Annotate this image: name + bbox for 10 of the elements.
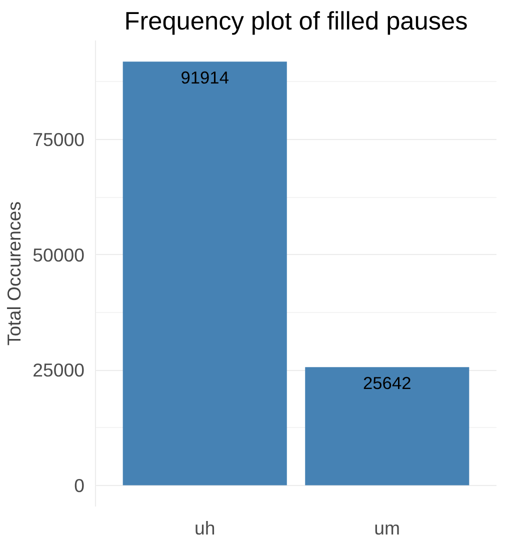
chart-title: Frequency plot of filled pauses [124,8,468,36]
y-tick-label: 75000 [32,129,85,150]
y-tick-label: 0 [74,474,85,496]
data-label: 25642 [363,373,412,394]
y-axis-title: Total Occurences [4,201,25,346]
data-label: 91914 [180,68,230,88]
y-tick-label: 25000 [32,360,85,381]
x-tick-label: uh [194,518,216,538]
x-tick-label: um [374,518,400,538]
y-tick-label: 50000 [32,244,85,266]
